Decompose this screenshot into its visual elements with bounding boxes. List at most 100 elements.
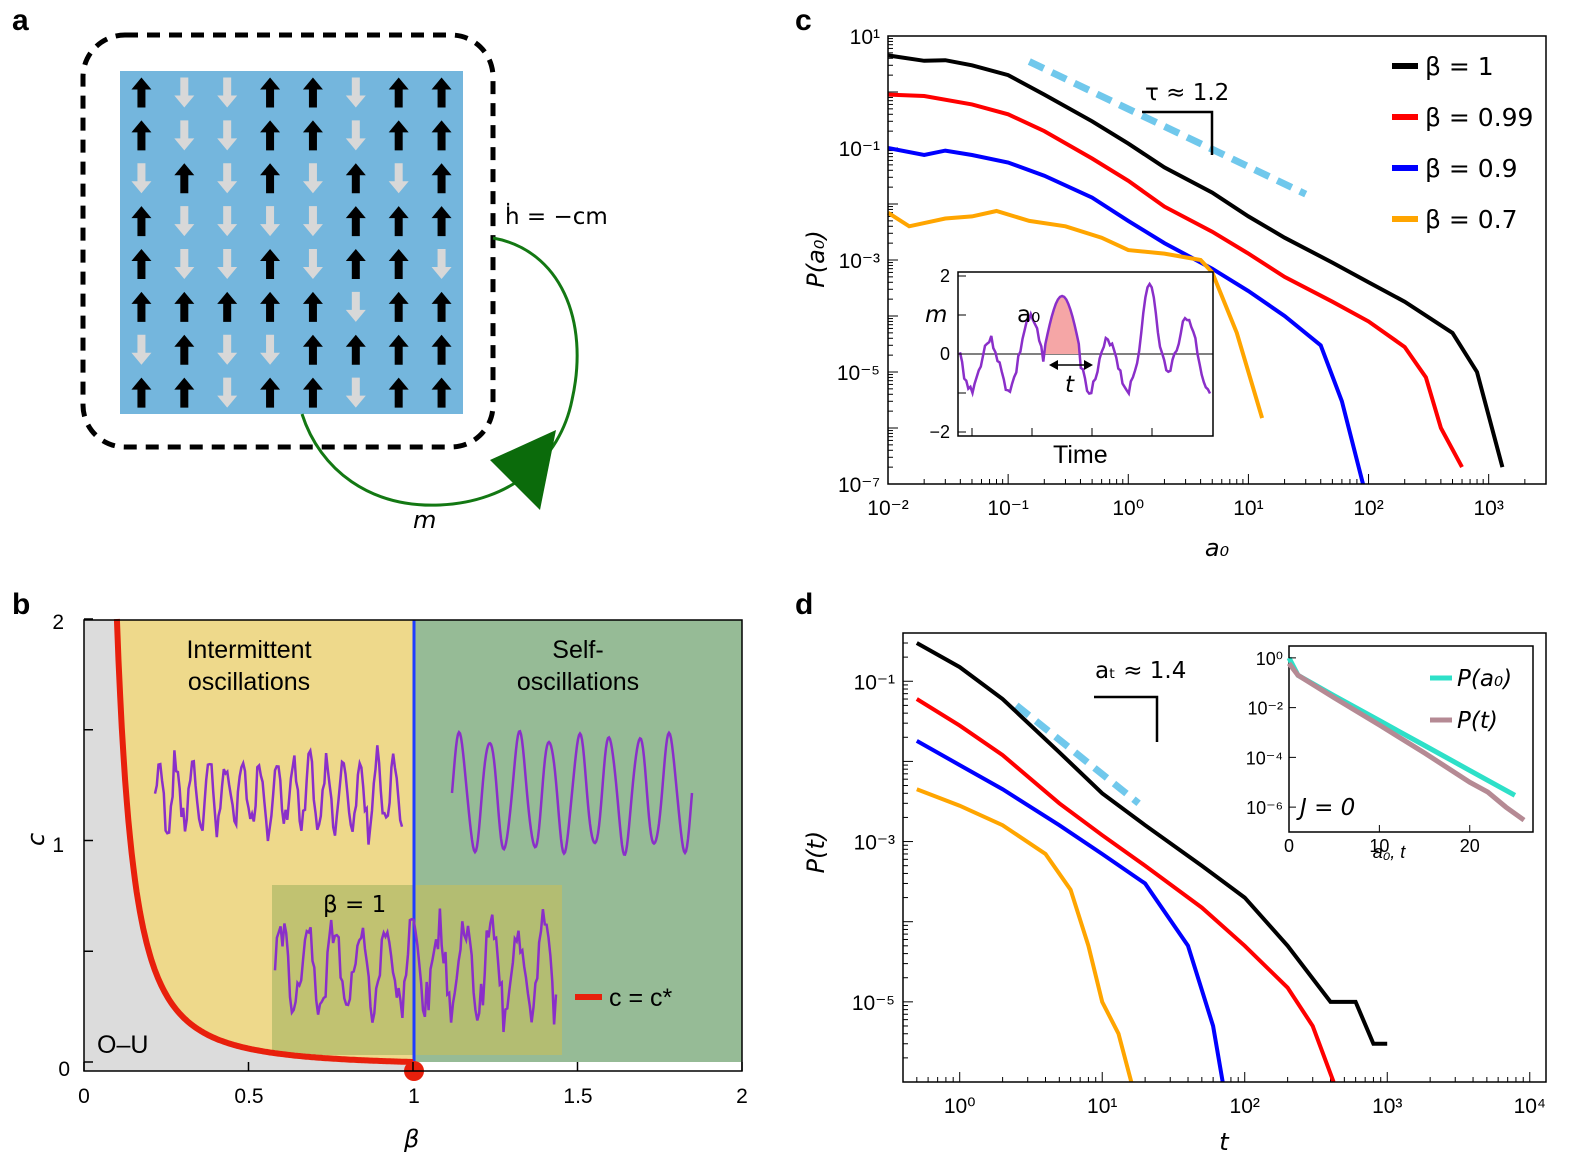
spin-up-icon [174,334,195,365]
d-inset-xlabel: a₀, t [1373,842,1407,862]
spin-down-icon [345,77,366,108]
y-tick-label: 10⁻³ [854,832,895,855]
spin-up-icon [302,120,323,151]
c-slope-bracket [1142,110,1214,155]
x-tick-label: 10³ [1372,1095,1402,1118]
panel-c-frame [887,35,1547,485]
spin-down-icon [131,334,152,365]
spin-up-icon [345,334,366,365]
x-tick-label: 10¹ [1233,497,1263,520]
d-inset-xtick-label: 20 [1460,836,1480,856]
feedback-arrowhead [490,430,556,510]
series-line-----0-9 [887,146,1365,485]
spin-up-icon [345,163,366,194]
c-inset-t-label: t [1065,372,1075,398]
x-tick-label: 10⁰ [1112,497,1144,520]
panel-c-legend: β = 1 β = 0.99 β = 0.9 β = 0.7 [1392,52,1533,234]
spin-up-icon [431,120,452,151]
spin-up-icon [131,77,152,108]
spin-up-icon [302,77,323,108]
d-inset-plot: 0 10 20 10⁰ 10⁻² 10⁻⁴ 10⁻⁶ [1246,649,1526,856]
y-tick-label: 10⁻¹ [854,671,895,694]
d-slope-label: aₜ ≈ 1.4 [1095,658,1186,684]
spin-down-icon [174,77,195,108]
spin-up-icon [431,334,452,365]
y-tick-label: 10⁻⁵ [852,992,895,1015]
c-inset-ytick-2: 2 [940,266,950,286]
spin-down-icon [431,248,452,279]
d-inset-series [1287,661,1526,823]
d-xlabel: t [1219,1128,1230,1156]
spin-up-icon [388,377,409,408]
spin-up-icon [260,120,281,151]
spin-up-icon [260,163,281,194]
spin-down-icon [345,377,366,408]
spin-up-icon [131,248,152,279]
intermittent-label-line2: oscillations [188,668,310,696]
spin-up-icon [345,248,366,279]
spin-up-icon [388,206,409,237]
series-line-----0-7 [886,208,1265,419]
spin-down-icon [302,248,323,279]
d-inset-ytick-label: 10⁻⁴ [1246,748,1283,768]
d-inset-ytick-label: 10⁻² [1247,699,1283,719]
series-line-----0-7 [916,787,1134,1083]
spin-up-icon [388,248,409,279]
spin-down-icon [217,77,238,108]
c-inset-t-arrowhead-right [1084,360,1093,370]
spin-up-icon [174,377,195,408]
x-tick-label: 10⁰ [944,1095,976,1118]
intermittent-label-line1: Intermittent [186,636,311,664]
slope-guide-line [1027,58,1308,198]
series-line-----0-99 [887,92,1464,469]
x-tick-label: 10⁴ [1514,1095,1546,1118]
b-ytick-0: 0 [58,1058,70,1081]
spin-down-icon [260,206,281,237]
spin-down-icon [302,206,323,237]
c-inset-ylabel: m [925,302,947,328]
spin-up-icon [302,377,323,408]
x-tick-label: 10² [1353,497,1383,520]
x-tick-label: 10² [1230,1095,1260,1118]
d-ylabel: P(t) [802,831,830,874]
spin-up-icon [131,291,152,322]
spin-up-icon [260,377,281,408]
b-ytick-2: 2 [52,611,64,634]
panel-b-ticks [83,618,743,1071]
x-tick-label: 10⁻¹ [987,497,1028,520]
y-tick-label: 10⁻⁷ [838,474,880,497]
panel-d: d 10⁰ 10¹ 10² 10³ 10⁴ 10⁻¹ 10⁻³ 10⁻⁵ t P(t) aₜ … [795,588,1547,1156]
panel-b: b 2 1 0 0 0.5 1 1.5 2 β c Intermittent o… [12,588,748,1153]
d-slope-bracket [1094,695,1159,742]
panel-a: a ḣ = −cm m [12,4,608,534]
spin-up-icon [260,248,281,279]
spin-up-icon [260,77,281,108]
spin-down-icon [131,163,152,194]
b-ylabel: c [22,833,50,846]
spin-down-icon [174,120,195,151]
spin-down-icon [217,248,238,279]
feedback-equation: ḣ = −cm [505,203,608,230]
legend-label: β = 0.7 [1425,205,1518,234]
panel-d-letter: d [795,588,813,621]
spin-up-icon [131,206,152,237]
legend-label: β = 1 [1425,52,1494,81]
spin-up-icon [431,291,452,322]
spin-down-icon [345,120,366,151]
spin-up-icon [302,334,323,365]
b-xlabel: β [403,1125,419,1153]
d-inset-j-label: J = 0 [1296,795,1355,821]
panel-b-letter: b [12,588,30,621]
panel-c-plot: 10⁻² 10⁻¹ 10⁰ 10¹ 10² 10³ 10¹ 10⁻¹ 10⁻³ 10⁻⁵ 10⁻⁷ [837,26,1547,520]
c-inset-ytick-m2: −2 [929,422,950,442]
spin-up-icon [345,206,366,237]
slope-guide-line [1014,702,1141,807]
d-inset-legend-t: P(t) [1457,708,1498,734]
d-inset-xtick-label: 10 [1369,836,1389,856]
y-tick-label: 10¹ [850,26,880,49]
spin-up-icon [302,291,323,322]
c-ylabel: P(a₀) [802,230,830,288]
spin-down-icon [217,377,238,408]
x-tick-label: 10⁻² [867,497,908,520]
